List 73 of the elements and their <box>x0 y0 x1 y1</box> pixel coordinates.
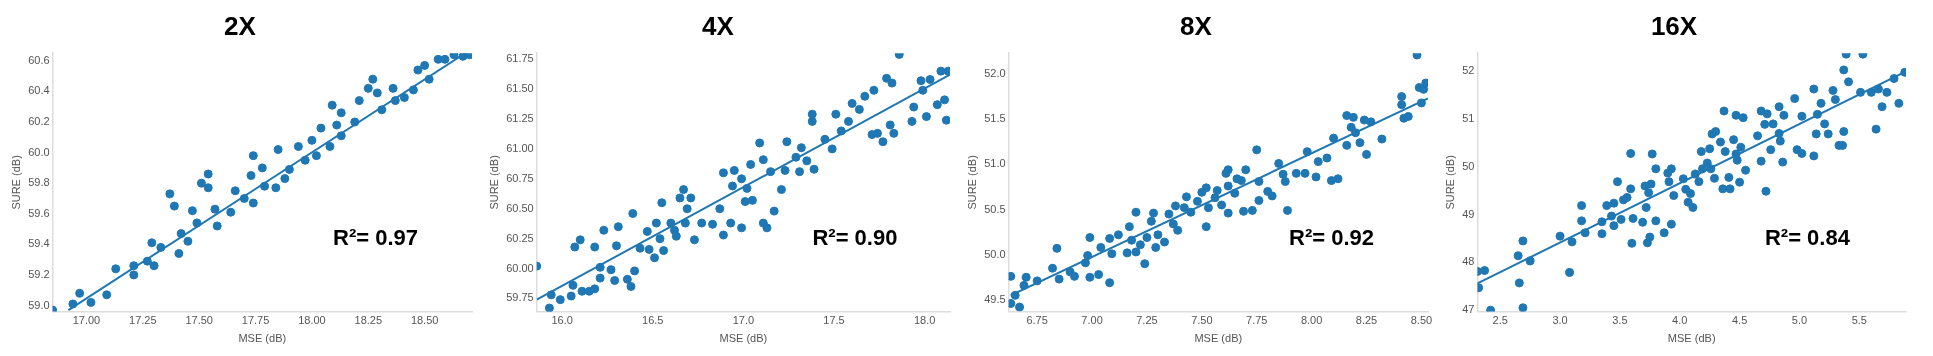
x-tick-label: 17.75 <box>241 314 270 327</box>
x-tick-label: 8.25 <box>1355 314 1378 327</box>
y-tick-label: 60.50 <box>506 201 534 214</box>
x-tick-label: 7.00 <box>1081 314 1103 327</box>
y-tick-label: 60.75 <box>506 171 534 184</box>
y-tick-label: 60.6 <box>28 53 50 66</box>
y-tick-label: 50.0 <box>984 247 1006 260</box>
y-tick-label: 59.8 <box>28 176 50 189</box>
y-tick-label: 51.0 <box>984 157 1006 170</box>
y-tick-label: 52 <box>1462 64 1475 77</box>
x-axis-title: MSE (dB) <box>238 332 287 345</box>
x-tick-label: 7.25 <box>1136 314 1158 327</box>
y-tick-label: 61.75 <box>506 52 534 65</box>
x-tick-label: 18.25 <box>354 314 383 327</box>
x-tick-label: 17.25 <box>129 314 157 327</box>
y-tick-label: 60.25 <box>506 231 534 244</box>
x-tick-label: 2.5 <box>1492 314 1508 327</box>
y-axis-title: SURE (dB) <box>9 155 22 210</box>
x-axis-title: MSE (dB) <box>1194 332 1243 345</box>
annotation: R²= 0.84 <box>1764 225 1851 251</box>
y-tick-label: 59.4 <box>28 237 50 250</box>
y-tick-label: 61.25 <box>506 112 534 125</box>
y-tick-label: 59.6 <box>28 206 50 219</box>
y-tick-label: 61.50 <box>506 82 534 95</box>
x-tick-label: 5.0 <box>1791 314 1808 327</box>
y-tick-label: 51 <box>1462 112 1475 125</box>
x-tick-label: 3.5 <box>1612 314 1628 327</box>
x-axis-title: MSE (dB) <box>1667 332 1716 345</box>
y-tick-label: 52.0 <box>984 67 1006 80</box>
x-tick-label: 5.5 <box>1851 314 1867 327</box>
chart-title: 2X <box>224 10 257 41</box>
y-axis-title: SURE (dB) <box>1443 155 1456 210</box>
x-tick-label: 18.0 <box>913 314 936 327</box>
y-axis-title: SURE (dB) <box>487 155 500 210</box>
y-tick-label: 59.2 <box>28 267 50 280</box>
y-tick-label: 60.0 <box>28 145 50 158</box>
y-tick-label: 60.4 <box>28 84 50 97</box>
x-tick-label: 3.0 <box>1552 314 1568 327</box>
x-tick-label: 18.00 <box>298 314 326 327</box>
y-tick-label: 50 <box>1462 159 1475 172</box>
x-tick-label: 7.75 <box>1246 314 1268 327</box>
x-tick-label: 17.5 <box>823 314 845 327</box>
y-tick-label: 59.0 <box>28 298 50 311</box>
chart-title: 8X <box>1180 10 1213 41</box>
chart-title: 16X <box>1650 10 1698 41</box>
x-tick-label: 17.00 <box>72 314 101 327</box>
x-tick-label: 4.5 <box>1731 314 1748 327</box>
x-tick-label: 7.50 <box>1191 314 1213 327</box>
y-tick-label: 60.2 <box>28 115 50 128</box>
y-tick-label: 60.00 <box>506 261 534 274</box>
y-tick-label: 49 <box>1462 207 1475 220</box>
annotation: R²= 0.90 <box>812 225 898 251</box>
annotation: R²= 0.92 <box>1289 225 1375 251</box>
chart-title: 4X <box>702 10 735 41</box>
y-tick-label: 50.5 <box>984 202 1006 215</box>
y-tick-label: 61.00 <box>506 141 534 154</box>
y-tick-label: 47 <box>1462 303 1475 316</box>
x-tick-label: 6.75 <box>1026 314 1048 327</box>
y-tick-label: 48 <box>1462 255 1475 268</box>
x-tick-label: 4.0 <box>1672 314 1688 327</box>
x-tick-label: 16.5 <box>642 314 664 327</box>
x-axis-title: MSE (dB) <box>719 332 768 345</box>
y-tick-label: 51.5 <box>984 112 1006 125</box>
x-tick-label: 16.0 <box>551 314 573 327</box>
annotation: R²= 0.97 <box>333 225 419 251</box>
x-tick-label: 18.50 <box>410 314 439 327</box>
x-tick-label: 8.50 <box>1410 314 1433 327</box>
x-tick-label: 8.00 <box>1300 314 1323 327</box>
y-tick-label: 49.5 <box>984 292 1006 305</box>
y-tick-label: 59.75 <box>506 291 534 304</box>
y-axis-title: SURE (dB) <box>965 155 978 210</box>
x-tick-label: 17.50 <box>185 314 213 327</box>
x-tick-label: 17.0 <box>732 314 755 327</box>
